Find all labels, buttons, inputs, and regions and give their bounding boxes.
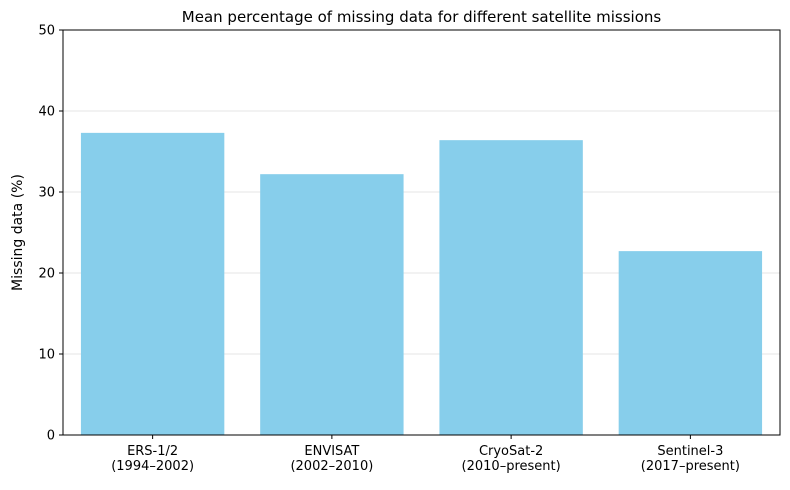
y-tick-label: 10: [38, 348, 55, 363]
y-axis-label: Missing data (%): [10, 174, 26, 291]
x-axis: ERS-1/2(1994–2002) ENVISAT(2002–2010) Cryo…: [111, 435, 740, 474]
bar-1: [80, 132, 225, 435]
x-tick-label-period: (2010–present): [462, 459, 561, 474]
y-tick-label: 20: [38, 267, 55, 282]
plot-frame: [62, 29, 781, 436]
x-tick-label-mission: ENVISAT: [304, 444, 359, 459]
y-tick-label: 0: [47, 429, 55, 444]
x-tick-label-mission: CryoSat-2: [479, 444, 543, 459]
x-tick-label-mission: ERS-1/2: [127, 444, 178, 459]
x-tick-label-mission: Sentinel-3: [657, 444, 723, 459]
bars: [80, 132, 763, 435]
x-tick-label-period: (1994–2002): [111, 459, 194, 474]
y-axis: 0 10 20 30 40 50: [38, 24, 63, 444]
x-tick-label-period: (2002–2010): [290, 459, 373, 474]
y-tick-label: 50: [38, 24, 55, 39]
y-tick-label: 40: [38, 105, 55, 120]
bar-3: [439, 140, 583, 435]
y-tick-label: 30: [38, 186, 55, 201]
bar-2: [260, 174, 404, 435]
bar-4: [618, 251, 763, 435]
x-tick-label-period: (2017–present): [641, 459, 740, 474]
chart-title: Mean percentage of missing data for diff…: [182, 8, 662, 26]
